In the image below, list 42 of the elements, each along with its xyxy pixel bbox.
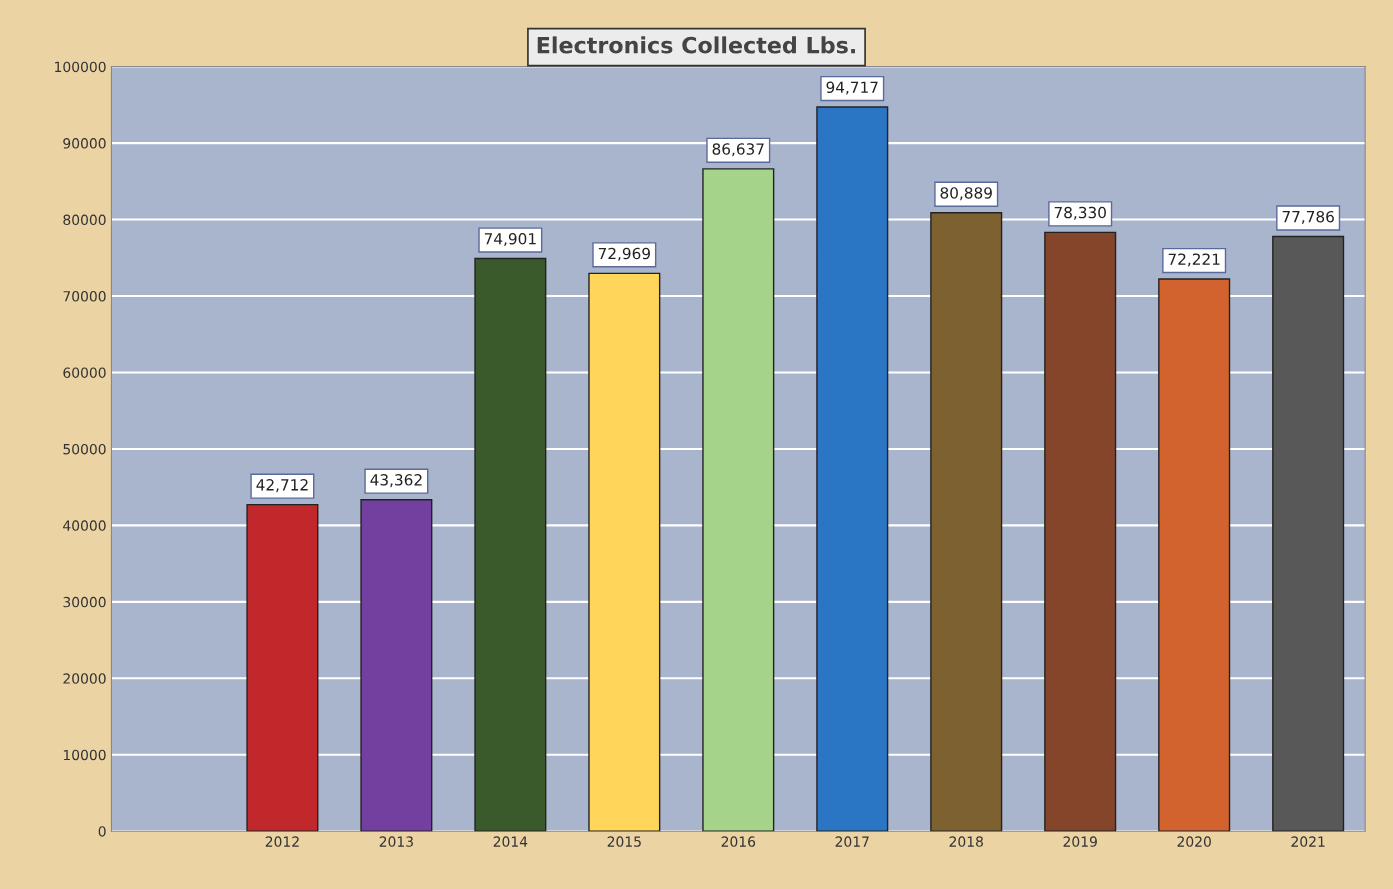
data-label: 72,221 — [1168, 253, 1220, 267]
data-label: 74,901 — [484, 232, 536, 247]
data-label: 78,330 — [1054, 206, 1106, 220]
y-tick-label: 70000 — [63, 291, 106, 302]
y-tick-label: 50000 — [63, 443, 106, 455]
x-tick-label: 2018 — [949, 836, 983, 847]
x-tick-label: 2013 — [379, 836, 413, 847]
x-tick-label: 2019 — [1063, 836, 1097, 847]
x-tick-label: 2020 — [1177, 836, 1211, 847]
chart-title: Electronics Collected Lbs. — [537, 36, 856, 54]
bar — [474, 257, 547, 832]
x-tick-label: 2021 — [1291, 836, 1325, 847]
y-tick-label: 80000 — [63, 214, 106, 226]
data-label: 94,717 — [826, 81, 878, 95]
bar — [1158, 278, 1231, 832]
data-label: 80,889 — [940, 187, 992, 201]
y-tick-label: 100000 — [55, 61, 106, 73]
bar — [1044, 231, 1117, 832]
bar — [588, 272, 661, 832]
bar — [930, 212, 1003, 832]
data-label: 86,637 — [712, 143, 764, 157]
bar — [1272, 235, 1345, 832]
bar — [816, 106, 889, 832]
y-tick-label: 90000 — [63, 138, 106, 149]
bar — [246, 503, 319, 832]
y-tick-label: 20000 — [63, 673, 106, 684]
x-tick-label: 2017 — [835, 836, 869, 847]
y-tick-label: 40000 — [63, 520, 106, 531]
data-label: 77,786 — [1282, 210, 1334, 224]
x-tick-label: 2012 — [265, 836, 299, 847]
y-tick-label: 60000 — [63, 367, 106, 378]
y-tick-label: 30000 — [63, 596, 106, 608]
data-label: 42,712 — [256, 479, 308, 493]
x-tick-label: 2015 — [607, 836, 641, 847]
data-label: 72,969 — [598, 247, 650, 261]
data-label: 43,362 — [370, 474, 422, 488]
bar — [360, 499, 433, 832]
bar — [702, 168, 775, 832]
y-tick-label: 0 — [98, 826, 106, 837]
x-tick-label: 2016 — [721, 836, 756, 847]
y-tick-label: 10000 — [63, 749, 106, 761]
x-tick-label: 2014 — [493, 836, 528, 847]
